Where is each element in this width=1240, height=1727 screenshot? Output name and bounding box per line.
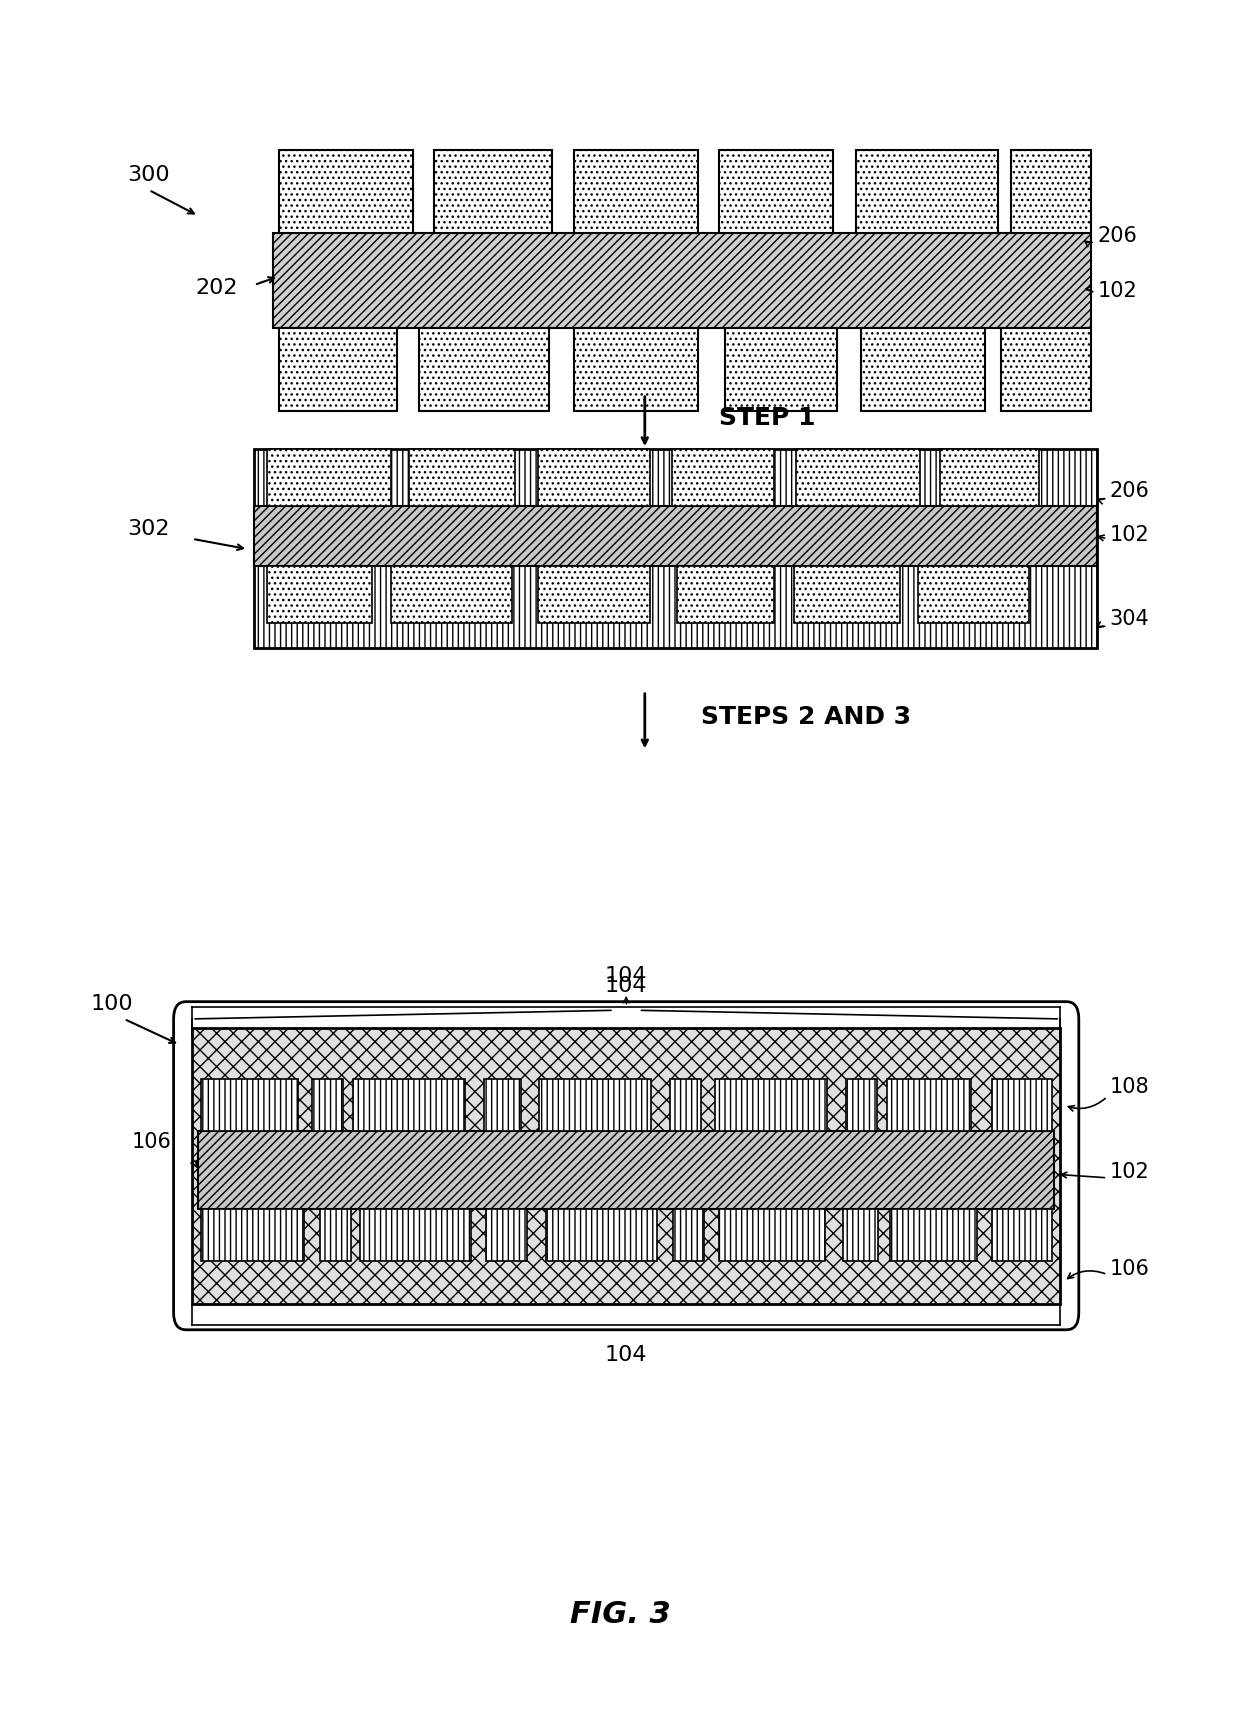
Bar	[254, 506, 1097, 566]
Bar	[254, 449, 1097, 648]
Bar	[201, 1079, 298, 1131]
Bar	[391, 566, 512, 623]
Bar	[198, 1131, 1054, 1209]
Text: STEPS 2 AND 3: STEPS 2 AND 3	[701, 705, 910, 729]
Text: FIG. 3: FIG. 3	[569, 1601, 671, 1629]
Bar	[320, 1209, 351, 1261]
Bar	[434, 150, 552, 233]
Bar	[677, 566, 774, 623]
Bar	[409, 449, 515, 506]
Text: 300: 300	[128, 166, 170, 185]
Bar	[538, 449, 650, 506]
Bar	[715, 1079, 827, 1131]
Text: 100: 100	[91, 995, 133, 1014]
Bar	[539, 1079, 651, 1131]
Text: 206: 206	[1110, 482, 1149, 501]
Text: 102: 102	[1097, 282, 1137, 300]
Bar	[360, 1209, 471, 1261]
Bar	[992, 1079, 1052, 1131]
Bar	[725, 328, 837, 411]
Text: 206: 206	[1097, 226, 1137, 245]
Bar	[918, 566, 1029, 623]
Bar	[861, 328, 985, 411]
Text: 302: 302	[128, 520, 170, 539]
Bar	[673, 1209, 704, 1261]
Bar	[1001, 328, 1091, 411]
Bar	[887, 1079, 971, 1131]
Bar	[486, 1209, 527, 1261]
Text: 106: 106	[1110, 1259, 1149, 1278]
Bar	[992, 1209, 1052, 1261]
Bar	[940, 449, 1039, 506]
Text: STEP 1: STEP 1	[719, 406, 816, 430]
Text: 104: 104	[605, 976, 647, 996]
Bar	[279, 150, 413, 233]
Text: 304: 304	[1110, 610, 1149, 629]
Bar	[273, 233, 1091, 328]
Bar	[890, 1209, 977, 1261]
Bar	[796, 449, 920, 506]
Bar	[484, 1079, 521, 1131]
Bar	[353, 1079, 465, 1131]
Bar	[538, 566, 650, 623]
Bar	[1011, 150, 1091, 233]
Bar	[267, 449, 391, 506]
Bar	[192, 1028, 1060, 1304]
Bar	[846, 1079, 877, 1131]
Text: 104: 104	[605, 1345, 647, 1366]
Bar	[574, 328, 698, 411]
Bar	[672, 449, 774, 506]
Bar	[856, 150, 998, 233]
Text: 104: 104	[605, 965, 647, 986]
Bar	[267, 566, 372, 623]
Bar	[670, 1079, 701, 1131]
Bar	[312, 1079, 343, 1131]
Text: 106: 106	[131, 1133, 171, 1152]
Bar	[279, 328, 397, 411]
Bar	[843, 1209, 878, 1261]
Bar	[794, 566, 900, 623]
Text: 102: 102	[1110, 525, 1149, 544]
Text: 102: 102	[1110, 1162, 1149, 1181]
Bar	[719, 150, 833, 233]
Bar	[719, 1209, 825, 1261]
Bar	[201, 1209, 304, 1261]
Bar	[546, 1209, 657, 1261]
Text: 202: 202	[196, 278, 238, 297]
Bar	[419, 328, 549, 411]
Text: 108: 108	[1110, 1078, 1149, 1097]
Bar	[574, 150, 698, 233]
